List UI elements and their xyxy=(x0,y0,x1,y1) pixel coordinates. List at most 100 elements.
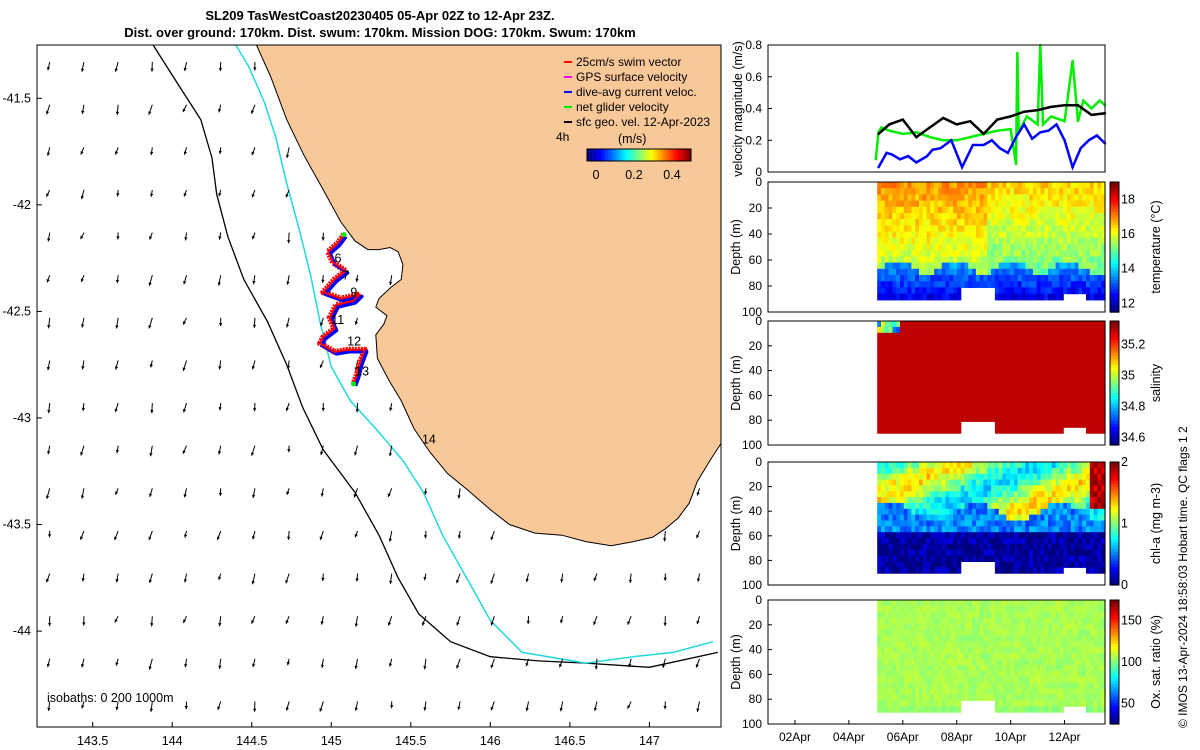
heat-cell xyxy=(1089,356,1095,363)
heat-cell xyxy=(1097,567,1102,574)
heat-cell xyxy=(903,350,909,357)
heat-cell xyxy=(903,293,909,301)
heat-cell xyxy=(1089,543,1095,551)
heat-cell xyxy=(900,462,905,469)
heat-cell xyxy=(1082,462,1087,469)
heat-cell xyxy=(877,403,882,411)
heat-cell xyxy=(911,555,916,562)
heat-cell xyxy=(934,647,939,654)
heat-cell xyxy=(983,688,988,695)
heat-cell xyxy=(1067,479,1072,486)
heat-cell xyxy=(975,268,981,276)
heat-cell xyxy=(1017,617,1023,625)
heat-cell xyxy=(1089,206,1095,214)
heat-cell xyxy=(892,188,897,195)
heat-cell xyxy=(953,194,958,202)
heat-cell xyxy=(1036,605,1042,613)
heat-cell xyxy=(1006,391,1011,399)
geo-vector-head xyxy=(148,536,152,541)
heat-cell xyxy=(987,380,992,387)
heat-cell xyxy=(972,362,977,369)
heat-cell xyxy=(926,213,931,220)
heat-cell xyxy=(1082,497,1087,504)
heat-cell xyxy=(877,182,882,189)
heat-cell xyxy=(907,647,912,654)
colorbar-cell xyxy=(641,149,645,161)
heat-cell xyxy=(1089,555,1095,562)
heat-cell xyxy=(1017,368,1023,375)
heat-cell xyxy=(896,479,901,486)
heat-cell xyxy=(877,538,882,545)
heat-cell xyxy=(1086,549,1091,557)
heat-cell xyxy=(888,380,893,387)
heat-cell xyxy=(998,508,1004,516)
heat-cell xyxy=(1036,467,1042,475)
heat-cell xyxy=(979,605,985,613)
heat-cell xyxy=(1017,682,1023,690)
geo-vector-head xyxy=(149,364,153,368)
heat-cell xyxy=(1093,409,1098,416)
heat-cell xyxy=(1040,321,1045,328)
heat-cell xyxy=(1078,415,1083,422)
velocity-point xyxy=(1016,51,1019,55)
heat-cell xyxy=(1086,231,1091,239)
heat-cell xyxy=(1048,268,1053,276)
heat-cell xyxy=(892,659,897,666)
heat-cell xyxy=(892,561,897,568)
heat-cell xyxy=(937,409,943,416)
heat-cell xyxy=(1097,237,1102,245)
heat-cell xyxy=(991,659,996,666)
heat-cell xyxy=(896,567,901,574)
heat-cell xyxy=(953,374,958,381)
heat-cell xyxy=(1040,421,1045,428)
heat-cell xyxy=(991,231,996,239)
heat-cell xyxy=(1067,385,1072,393)
heat-cell xyxy=(949,391,954,399)
heat-cell xyxy=(896,338,901,346)
geo-vector-head xyxy=(150,410,154,414)
colorbar-cell xyxy=(1110,342,1119,347)
heat-cell xyxy=(930,268,935,276)
heat-cell xyxy=(896,256,901,264)
heat-cell xyxy=(968,462,973,469)
heat-cell xyxy=(907,219,912,226)
geo-vector-head xyxy=(251,151,255,156)
heat-cell xyxy=(1093,555,1098,562)
heat-cell xyxy=(900,659,905,666)
heat-cell xyxy=(1097,350,1102,357)
heat-cell xyxy=(888,350,893,357)
colorbar-tick-label: 34.6 xyxy=(1121,430,1145,444)
heat-cell xyxy=(1051,362,1057,369)
heat-cell xyxy=(1036,194,1042,202)
geo-vector xyxy=(528,744,529,750)
heat-cell xyxy=(907,206,912,214)
heat-cell xyxy=(903,682,909,690)
heat-cell xyxy=(972,617,977,625)
heat-cell xyxy=(979,182,985,189)
heat-cell xyxy=(1048,281,1053,288)
heat-cell xyxy=(907,543,912,551)
heat-cell xyxy=(1097,321,1102,328)
heat-cell xyxy=(945,502,950,510)
heat-cell xyxy=(1059,237,1064,245)
heat-cell xyxy=(1032,281,1038,288)
heat-cell xyxy=(896,385,901,393)
heat-cell xyxy=(1070,326,1076,334)
heat-cell xyxy=(1006,520,1011,527)
heat-cell xyxy=(1029,287,1034,295)
heat-cell xyxy=(1032,200,1038,208)
heat-cell xyxy=(956,682,962,690)
heat-cell xyxy=(949,479,954,486)
heat-cell xyxy=(987,368,992,375)
heat-cell xyxy=(1013,688,1019,695)
heat-cell xyxy=(1040,561,1045,568)
colorbar-cell xyxy=(1110,279,1119,284)
colorbar-cell xyxy=(1110,398,1119,403)
heat-cell xyxy=(1078,561,1083,568)
colorbar-cell xyxy=(1110,273,1119,277)
heat-cell xyxy=(960,538,966,545)
day-label: 14 xyxy=(422,433,436,447)
heat-cell xyxy=(907,538,912,545)
heat-cell xyxy=(907,700,912,707)
heat-cell xyxy=(896,623,901,631)
